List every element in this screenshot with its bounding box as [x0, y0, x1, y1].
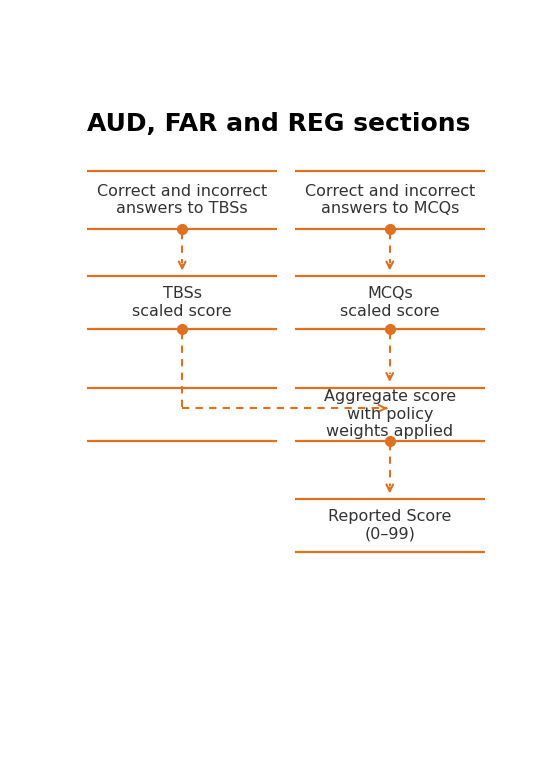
Text: AUD, FAR and REG sections: AUD, FAR and REG sections — [87, 112, 470, 136]
Text: TBSs
scaled score: TBSs scaled score — [132, 287, 232, 319]
Text: MCQs
scaled score: MCQs scaled score — [340, 287, 440, 319]
Text: Reported Score
(0–99): Reported Score (0–99) — [328, 510, 451, 542]
Text: Aggregate score
with policy
weights applied: Aggregate score with policy weights appl… — [324, 389, 456, 439]
Text: Correct and incorrect
answers to TBSs: Correct and incorrect answers to TBSs — [97, 184, 267, 216]
Text: Correct and incorrect
answers to MCQs: Correct and incorrect answers to MCQs — [305, 184, 475, 216]
